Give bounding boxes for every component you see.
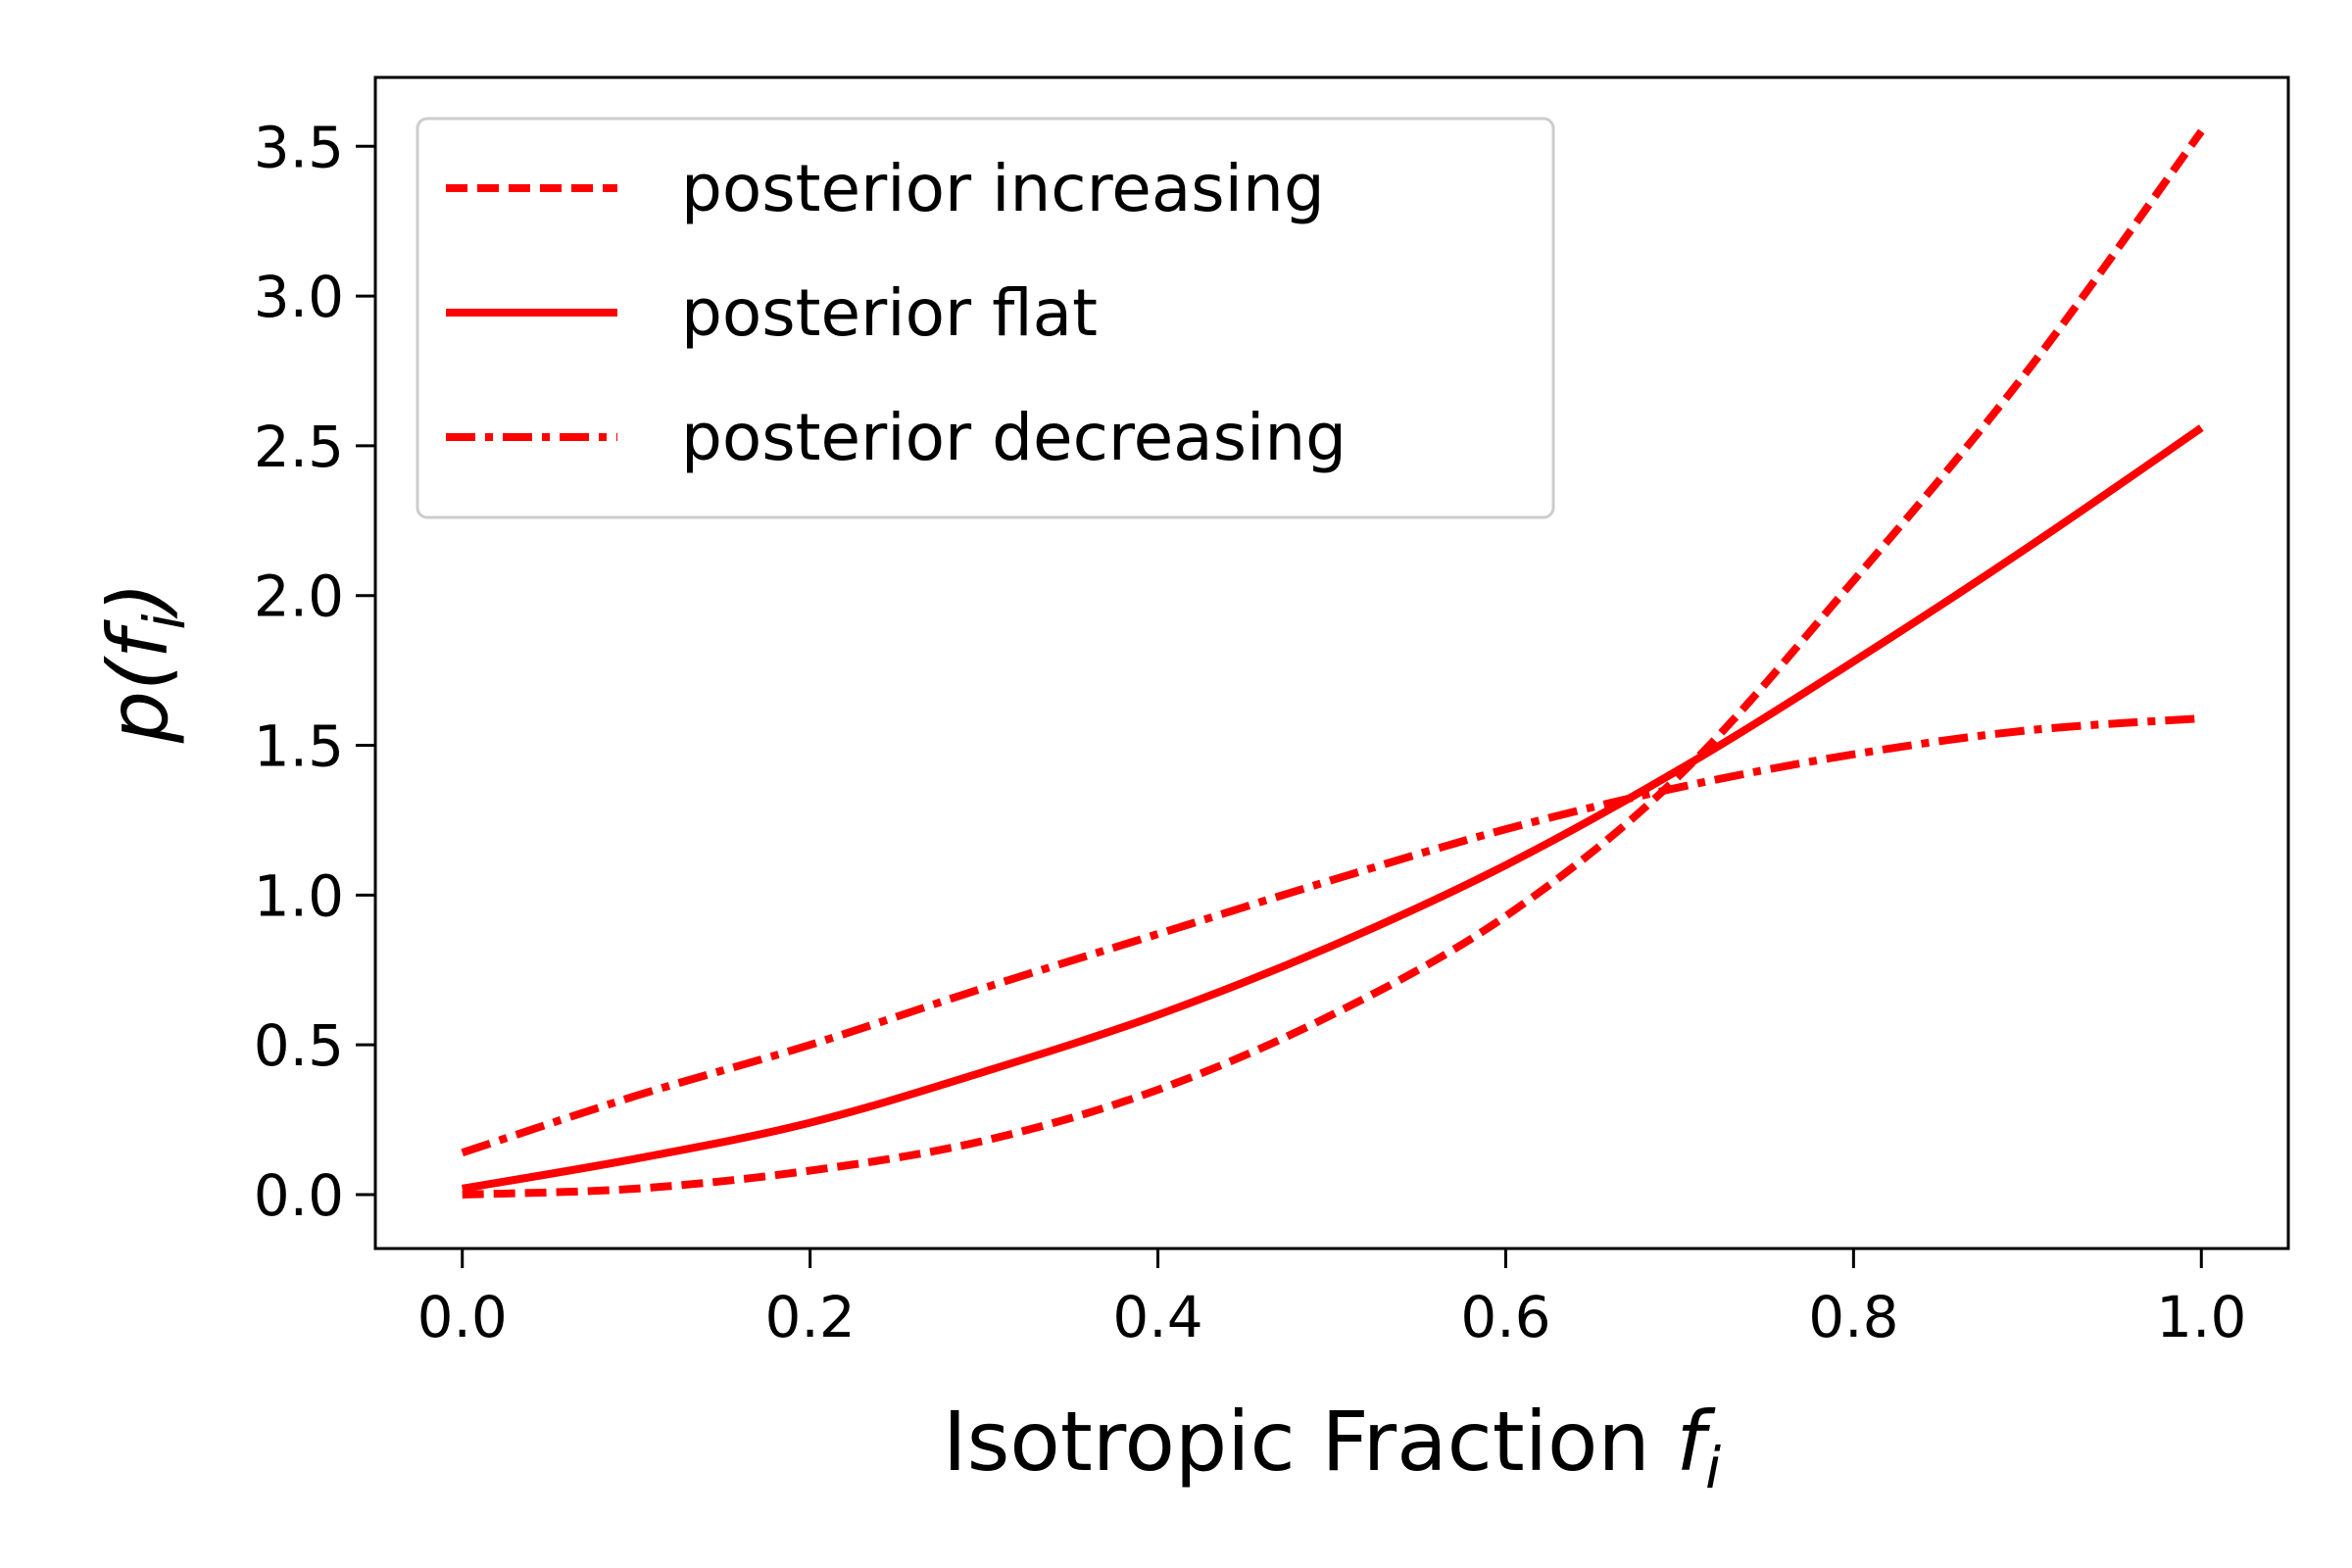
y-axis-label-prefix: p( bbox=[90, 656, 186, 744]
legend: posterior increasing posterior flat post… bbox=[416, 117, 1555, 519]
x-tick-label: 1.0 bbox=[2156, 1284, 2246, 1350]
y-tick-label: 0.5 bbox=[254, 1012, 344, 1079]
y-tick-label: 3.0 bbox=[254, 264, 344, 330]
legend-label-increasing: posterior increasing bbox=[681, 151, 1325, 226]
y-tick-label: 3.5 bbox=[254, 114, 344, 180]
x-tick-label: 0.4 bbox=[1112, 1284, 1202, 1350]
plot-frame bbox=[373, 75, 2290, 1250]
series-line-decreasing bbox=[461, 714, 2202, 1157]
y-tick-label: 1.0 bbox=[254, 862, 344, 929]
series-layer bbox=[461, 128, 2205, 1199]
y-axis-label-suffix: ) bbox=[90, 582, 186, 620]
ticks-layer: 0.0 0.2 0.4 0.6 0.8 1.0 0.0 0.5 1.0 1.5 2.0 2.5 3.0 3… bbox=[254, 114, 2247, 1350]
y-tick-label: 2.5 bbox=[254, 414, 344, 480]
series-line-flat bbox=[462, 424, 2204, 1193]
x-axis-label-index: i bbox=[1705, 1435, 1721, 1501]
series-line-increasing bbox=[462, 128, 2205, 1199]
x-tick-label: 0.6 bbox=[1460, 1284, 1550, 1350]
x-tick-label: 0.2 bbox=[765, 1284, 856, 1350]
y-tick-label: 2.0 bbox=[254, 564, 344, 630]
x-axis-label-text: Isotropic Fraction bbox=[943, 1394, 1650, 1490]
y-tick-label: 1.5 bbox=[254, 713, 344, 780]
legend-label-flat: posterior flat bbox=[681, 275, 1098, 351]
x-tick-label: 0.0 bbox=[417, 1284, 508, 1350]
x-tick-label: 0.8 bbox=[1808, 1284, 1898, 1350]
y-axis-label: p(fi) bbox=[90, 582, 198, 745]
legend-box bbox=[416, 117, 1555, 519]
x-axis-label: Isotropic Fraction fi bbox=[943, 1394, 1721, 1501]
y-axis-label-index: i bbox=[131, 613, 198, 629]
legend-label-decreasing: posterior decreasing bbox=[681, 400, 1347, 475]
y-tick-label: 0.0 bbox=[254, 1162, 344, 1229]
